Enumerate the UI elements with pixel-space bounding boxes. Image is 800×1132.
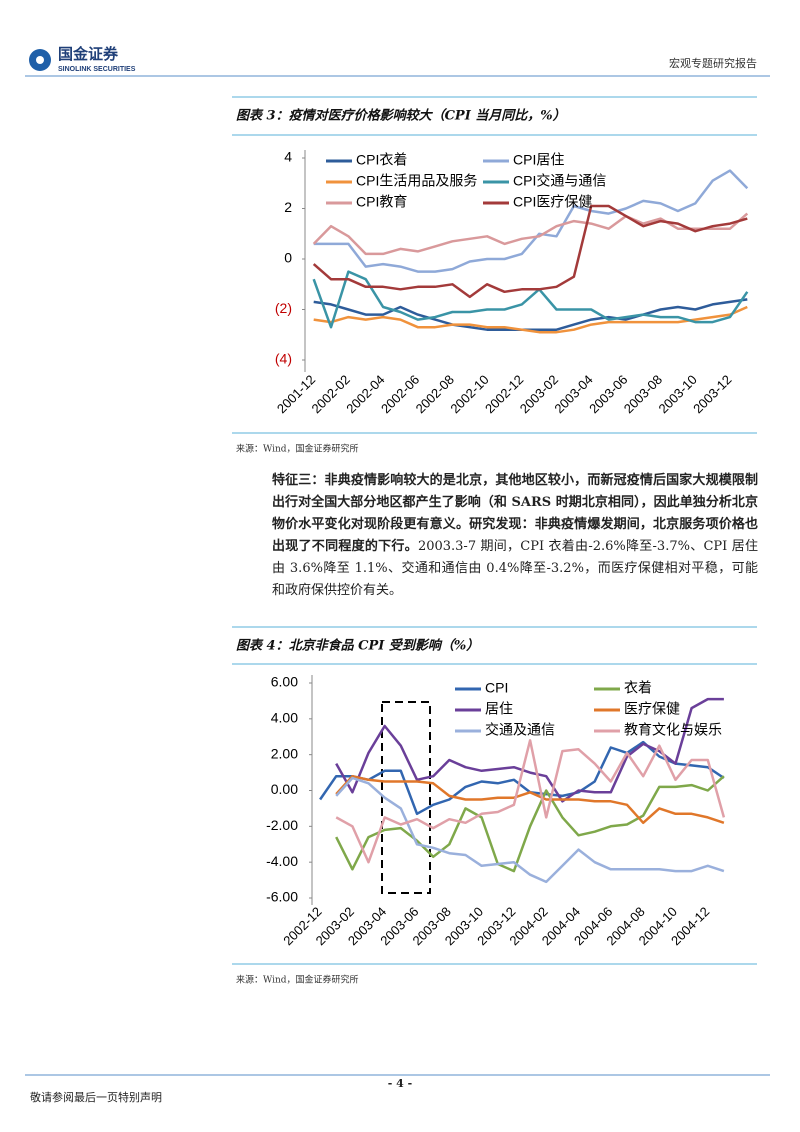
series-line — [313, 305, 748, 334]
series-line — [312, 270, 749, 329]
y-tick-label: -4.00 — [266, 853, 298, 869]
series-line — [319, 740, 725, 816]
legend-label: CPI居住 — [513, 152, 564, 168]
y-tick-label: -6.00 — [266, 889, 298, 905]
series-line — [335, 775, 725, 873]
source: 来源：Wind，国金证券研究所 — [236, 443, 359, 455]
disclaimer: 敬请参阅最后一页特别声明 — [30, 1090, 162, 1104]
legend-label: 居住 — [485, 701, 513, 717]
series-line — [335, 776, 725, 884]
legend-label: CPI医疗保健 — [513, 194, 592, 210]
series-line — [313, 169, 749, 273]
y-tick-label: (4) — [275, 351, 292, 367]
chart-title: 图表 4：北京非食品 CPI 受到影响（%） — [236, 638, 479, 654]
series-line — [312, 204, 748, 299]
highlight-box — [381, 701, 431, 894]
y-tick-label: 4.00 — [271, 710, 298, 726]
legend-label: CPI交通与通信 — [513, 173, 606, 189]
series-line — [313, 298, 748, 331]
legend-label: 医疗保健 — [624, 701, 680, 717]
chart-title: 图表 3：疫情对医疗价格影响较大（CPI 当月同比，%） — [236, 108, 566, 124]
y-tick-label: 4 — [284, 149, 292, 165]
series-line — [335, 774, 725, 825]
series-line — [335, 739, 726, 864]
y-tick-label: 2.00 — [271, 745, 298, 761]
body-paragraph: 特征三：非典疫情影响较大的是北京，其他地区较小，而新冠疫情后国家大规模限制出行对… — [272, 470, 758, 602]
series-line — [335, 697, 724, 803]
y-tick-label: 6.00 — [271, 674, 298, 690]
legend-label: 教育文化与娱乐 — [624, 722, 722, 738]
y-tick-label: 0 — [284, 250, 292, 266]
legend-label: CPI — [485, 680, 508, 696]
body-text: 2003.3-7 期间，CPI 衣着由-2.6%降至-3.7%、CPI 居住由 … — [272, 539, 758, 598]
report-type: 宏观专题研究报告 — [669, 56, 757, 70]
y-tick-label: 2 — [284, 199, 292, 215]
legend-label: CPI生活用品及服务 — [356, 173, 477, 189]
legend-label: CPI教育 — [356, 194, 407, 210]
source: 来源：Wind，国金证券研究所 — [236, 974, 359, 986]
y-tick-label: (2) — [275, 300, 292, 316]
y-tick-label: -2.00 — [266, 817, 298, 833]
company-name-en: SINOLINK SECURITIES — [58, 66, 136, 73]
x-tick-label: 2003-12 — [690, 372, 734, 416]
company-name: 国金证券 — [58, 45, 119, 63]
legend-label: CPI衣着 — [356, 152, 407, 168]
legend-label: 衣着 — [624, 680, 652, 696]
legend-label: 交通及通信 — [485, 722, 555, 738]
page-number: - 4 - — [388, 1077, 412, 1090]
logo-icon-inner — [36, 56, 44, 64]
body-bold: 特征三：非典疫情影响较大的是北京，其他地区较小，而新冠疫情后国家大规模限制出行对… — [272, 473, 758, 554]
series-line — [312, 212, 749, 256]
y-tick-label: 0.00 — [271, 781, 298, 797]
